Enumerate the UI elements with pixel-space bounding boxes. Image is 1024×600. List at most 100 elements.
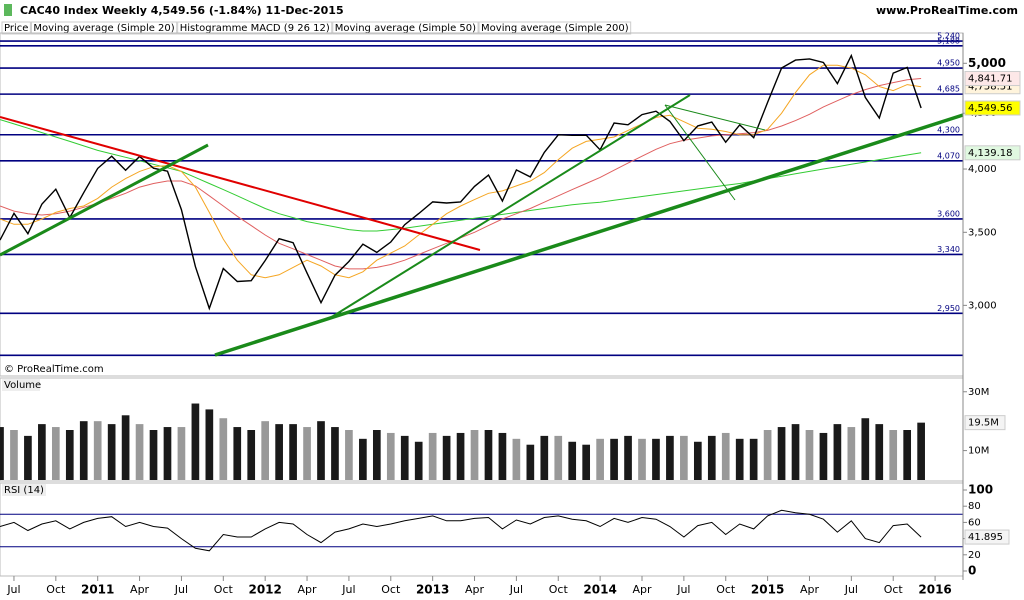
- volume-bar: [498, 432, 507, 480]
- trendline: [0, 116, 481, 251]
- volume-bar: [289, 424, 297, 480]
- volume-bar: [38, 424, 46, 480]
- volume-bar: [345, 430, 353, 480]
- icon: [4, 4, 12, 16]
- chart-title: CAC40 Index Weekly 4,549.56 (-1.84%) 11-…: [20, 4, 344, 17]
- trendline: [664, 104, 736, 201]
- x-tick-label: 2011: [81, 583, 114, 597]
- volume-bar: [414, 441, 423, 480]
- volume-bar: [317, 421, 325, 480]
- volume-bar: [149, 430, 158, 480]
- x-tick-label: Jul: [174, 583, 188, 596]
- legend: Price Moving average (Simple 20) Histogram…: [1, 21, 632, 35]
- volume-bar: [65, 430, 74, 480]
- volume-bar: [903, 430, 912, 480]
- volume-bar: [233, 427, 242, 480]
- volume-bar: [721, 432, 730, 480]
- trendline: [664, 104, 766, 131]
- level-label: 4,685: [937, 85, 960, 94]
- volume-bar: [0, 427, 4, 480]
- volume-bar: [638, 438, 646, 480]
- moving-average: [0, 64, 922, 279]
- volume-bar: [707, 435, 716, 480]
- y-tick-label: 60: [968, 517, 981, 528]
- y-tick-label: 80: [968, 501, 981, 512]
- value-badge-label: 19.5M: [968, 418, 999, 429]
- level-label: 3,340: [937, 245, 960, 254]
- volume-bar: [680, 435, 688, 480]
- volume-bar: [331, 427, 339, 480]
- volume-bar: [917, 422, 925, 480]
- volume-bar: [442, 435, 451, 480]
- volume-bar: [121, 415, 130, 480]
- value-badge-label: 4,841.71: [968, 74, 1013, 85]
- volume-bar: [777, 427, 786, 480]
- x-tick-label: Jul: [6, 583, 20, 596]
- x-tick-label: Jul: [509, 583, 523, 596]
- volume-bar: [372, 430, 381, 480]
- y-tick-label: 3,500: [968, 227, 997, 238]
- volume-bar: [512, 438, 521, 480]
- x-tick-label: Apr: [298, 583, 318, 596]
- volume-bar: [163, 427, 172, 480]
- site-link[interactable]: www.ProRealTime.com: [876, 4, 1018, 17]
- volume-bar: [400, 435, 409, 480]
- legend-entry: Price: [4, 23, 28, 34]
- y-tick-label: 10M: [968, 446, 989, 457]
- x-tick-label: Jul: [844, 583, 858, 596]
- volume-bar: [582, 444, 591, 480]
- x-tick-label: 2015: [751, 583, 784, 597]
- volume-bar: [889, 430, 898, 480]
- x-tick-label: Oct: [214, 583, 234, 596]
- x-tick-label: Oct: [884, 583, 904, 596]
- volume-bar: [177, 427, 186, 480]
- volume-bar: [470, 430, 479, 480]
- volume-bar: [51, 427, 60, 480]
- value-badge: [964, 71, 1021, 87]
- legend-entry: Moving average (Simple 200): [481, 23, 629, 34]
- trendline: [0, 143, 209, 257]
- level-label: 2,950: [937, 304, 960, 313]
- panel-label-bg: [2, 379, 40, 391]
- volume-bar: [652, 438, 660, 480]
- x-tick-label: Jul: [676, 583, 690, 596]
- trendline: [329, 94, 691, 319]
- volume-bar: [386, 432, 395, 480]
- volume-bar: [526, 444, 535, 480]
- volume-bar: [456, 432, 465, 480]
- trendlines: [0, 94, 964, 357]
- volume-bar: [24, 435, 32, 480]
- volume-bar: [261, 421, 270, 480]
- volume-bar: [861, 418, 870, 480]
- volume-bar: [749, 438, 758, 480]
- value-badge-label: 4,549.56: [968, 103, 1013, 114]
- trendline: [214, 113, 964, 357]
- volume-label: Volume: [4, 380, 41, 391]
- y-tick-label: 3,000: [968, 300, 997, 311]
- volume-bar: [624, 435, 632, 480]
- volume-bar: [735, 438, 744, 480]
- volume-bar: [847, 427, 856, 480]
- rsi-label: RSI (14): [4, 485, 44, 496]
- volume-bar: [763, 430, 772, 480]
- x-tick-label: Oct: [381, 583, 401, 596]
- rsi-line: [0, 509, 922, 552]
- level-label: 4,300: [937, 125, 960, 134]
- volume-bar: [303, 427, 311, 480]
- value-badge: [964, 100, 1021, 116]
- y-tick-label: 5,000: [968, 56, 1006, 70]
- volume-bar: [428, 432, 437, 480]
- volume-bar: [79, 421, 88, 480]
- volume-bar: [191, 403, 200, 480]
- y-tick-label: 4,000: [968, 164, 997, 175]
- legend-entry: Moving average (Simple 50): [335, 23, 476, 34]
- x-tick-label: 2012: [248, 583, 281, 597]
- x-tick-label: 2013: [416, 583, 449, 597]
- x-tick-label: Oct: [716, 583, 736, 596]
- volume-bar: [805, 430, 814, 480]
- level-label: 4,070: [937, 151, 960, 160]
- value-badge-label: 4,758.51: [968, 82, 1013, 93]
- volume-bar: [359, 438, 367, 480]
- volume-bar: [693, 441, 702, 480]
